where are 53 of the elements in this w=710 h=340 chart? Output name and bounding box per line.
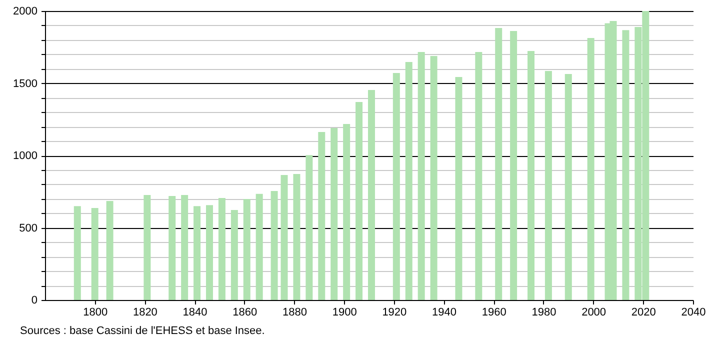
bar — [622, 30, 630, 300]
bar — [194, 206, 201, 300]
bar — [455, 77, 462, 300]
bar — [306, 155, 313, 300]
bar — [528, 51, 534, 300]
bar — [430, 56, 438, 300]
x-tick-label: 2000 — [582, 306, 606, 318]
bar — [368, 90, 375, 300]
bar — [74, 206, 81, 300]
source-note: Sources : base Cassini de l'EHESS et base Insee. — [20, 325, 265, 337]
x-tick-label: 1920 — [382, 306, 407, 318]
y-tick-label: 1500 — [13, 78, 38, 90]
bar — [544, 70, 552, 300]
bar — [587, 38, 594, 300]
x-tick-label: 1940 — [432, 306, 457, 318]
x-tick-label: 1800 — [83, 306, 108, 318]
bar — [218, 198, 226, 300]
x-tick-label: 1840 — [182, 306, 208, 318]
x-tick-label: 1880 — [282, 306, 307, 318]
bar — [356, 102, 363, 300]
bar — [418, 52, 425, 300]
bar — [330, 128, 338, 300]
y-tick-label: 500 — [19, 222, 38, 234]
bar — [475, 52, 482, 300]
bar — [564, 74, 572, 300]
x-tick-label: 2020 — [631, 306, 656, 318]
bar — [392, 72, 400, 300]
bar — [181, 194, 188, 300]
bar — [343, 124, 350, 300]
bar — [144, 194, 151, 300]
bar — [206, 205, 213, 300]
bar — [280, 175, 288, 300]
bar — [243, 198, 250, 300]
y-tick-label: 2000 — [13, 6, 38, 18]
y-tick-label: 0 — [31, 294, 38, 306]
bar — [270, 191, 278, 300]
bar — [91, 208, 98, 300]
bar — [405, 62, 412, 300]
x-tick-label: 2040 — [681, 306, 706, 318]
bar — [510, 30, 518, 300]
bar — [230, 210, 238, 300]
x-tick-label: 1900 — [332, 306, 357, 318]
bar — [495, 28, 502, 300]
bar — [106, 201, 114, 300]
bar — [293, 174, 300, 300]
x-tick-label: 1960 — [482, 306, 506, 318]
x-tick-label: 1980 — [532, 306, 556, 318]
bar — [256, 194, 263, 300]
x-tick-label: 1820 — [132, 306, 158, 318]
bar — [168, 196, 176, 300]
y-tick-label: 1000 — [13, 150, 38, 162]
bar — [318, 132, 326, 300]
x-tick-label: 1860 — [232, 306, 258, 318]
